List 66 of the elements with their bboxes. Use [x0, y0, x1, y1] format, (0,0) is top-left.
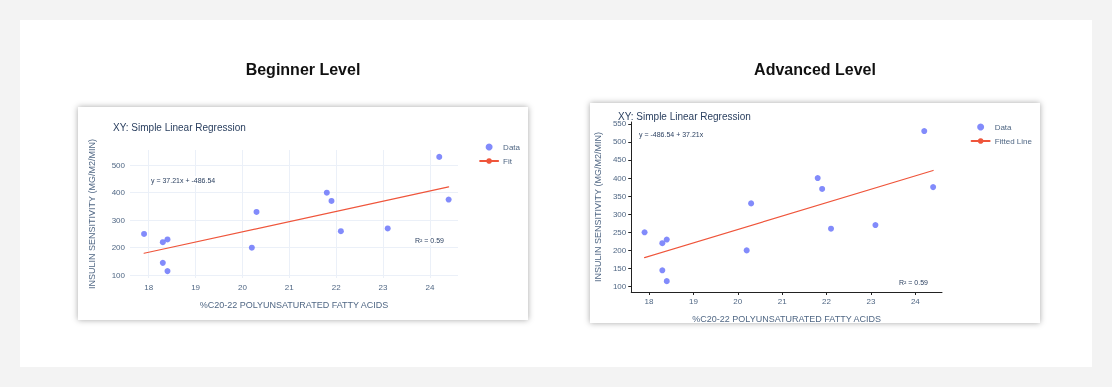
point	[323, 189, 330, 196]
chart-subtitle: XY: Simple Linear Regression	[618, 110, 751, 122]
y-tick-label: 200	[612, 245, 627, 255]
y-tick-label: 100	[612, 282, 627, 292]
point	[436, 153, 443, 160]
x-tick-label: 19	[191, 282, 201, 292]
point	[930, 184, 937, 191]
point	[743, 247, 750, 254]
x-tick-label: 18	[144, 282, 154, 292]
y-tick-label: 250	[612, 227, 627, 237]
point	[159, 259, 166, 266]
point	[663, 236, 670, 243]
y-axis-title: INSULIN SENSITIVITY (MG/M2/MIN)	[592, 132, 603, 282]
point	[819, 185, 826, 192]
x-tick-label: 20	[238, 282, 248, 292]
x-tick-label: 21	[284, 282, 295, 292]
x-tick-label: 22	[331, 282, 342, 292]
point	[445, 196, 452, 203]
chart-title: Beginner Level	[245, 60, 361, 78]
point	[141, 230, 148, 237]
x-tick-label: 18	[644, 296, 654, 306]
legend-label: Fitted Line	[994, 136, 1033, 146]
x-tick-label: 20	[733, 296, 743, 306]
y-tick-label: 550	[612, 119, 627, 129]
point	[659, 267, 666, 274]
point	[872, 222, 879, 229]
legend-label: Data	[994, 122, 1013, 132]
point	[663, 278, 670, 285]
x-tick-label: 23	[866, 296, 876, 306]
x-tick-label: 19	[688, 296, 699, 306]
y-tick-label: 400	[111, 188, 126, 198]
point	[328, 197, 335, 204]
point	[641, 229, 648, 236]
point	[164, 236, 171, 243]
y-tick-label: 150	[612, 263, 627, 273]
x-tick-label: 24	[910, 296, 921, 306]
point	[659, 240, 666, 247]
point	[748, 200, 755, 207]
x-axis-title: %C20-22 POLYUNSATURATED FATTY ACIDS	[199, 299, 389, 310]
point	[253, 208, 260, 215]
y-tick-label: 300	[612, 209, 627, 219]
point	[159, 239, 166, 246]
point	[814, 175, 821, 182]
y-tick-label: 350	[612, 191, 627, 201]
y-tick-label: 500	[111, 160, 126, 170]
legend-label: Data	[503, 142, 521, 152]
point	[828, 225, 835, 232]
y-tick-label: 100	[111, 270, 126, 280]
x-tick-label: 24	[425, 282, 435, 292]
y-tick-label: 450	[612, 155, 627, 165]
legend-label: Fit	[503, 156, 513, 166]
chart-subtitle: XY: Simple Linear Regression	[113, 121, 246, 133]
x-tick-label: 21	[777, 296, 788, 306]
y-axis-title: INSULIN SENSITIVITY (MG/M2/MIN)	[86, 139, 97, 289]
y-tick-label: 400	[612, 173, 627, 183]
x-axis-title: %C20-22 POLYUNSATURATED FATTY ACIDS	[692, 313, 881, 324]
chart-title: Advanced Level	[754, 60, 876, 78]
y-tick-label: 200	[111, 243, 126, 253]
point	[921, 128, 928, 135]
point	[164, 268, 171, 275]
x-tick-label: 22	[822, 296, 832, 306]
point	[248, 244, 255, 251]
x-tick-label: 23	[378, 282, 389, 292]
y-tick-label: 300	[111, 215, 126, 225]
y-tick-label: 500	[612, 137, 627, 147]
point	[337, 228, 344, 235]
